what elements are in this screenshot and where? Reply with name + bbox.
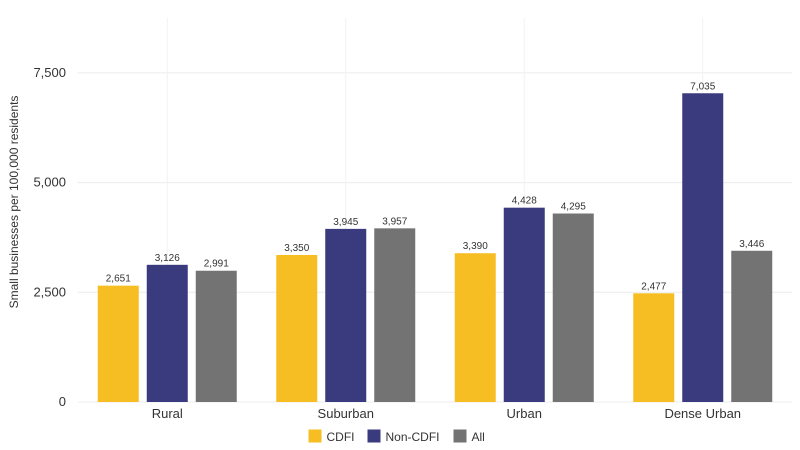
bar-cdfi-urban [454, 253, 496, 402]
bar-cdfi-rural [97, 285, 139, 402]
data-label: 3,957 [382, 216, 407, 227]
data-label: 3,390 [463, 241, 488, 252]
bar-cdfi-suburban [276, 254, 318, 402]
data-label: 3,350 [284, 243, 309, 254]
data-label: 2,991 [204, 259, 229, 270]
data-label: 4,428 [512, 196, 537, 207]
data-label: 2,477 [641, 281, 666, 292]
y-tick-label: 5,000 [33, 175, 66, 190]
legend-label: All [472, 430, 485, 444]
x-axis-ticks: Rural Suburban Urban Dense Urban [152, 406, 741, 421]
data-label: 3,446 [739, 239, 764, 250]
data-label: 7,035 [690, 81, 715, 92]
bar-non-cdfi-suburban [325, 228, 367, 402]
legend-swatch-all [453, 429, 467, 443]
bar-all-suburban [374, 228, 416, 402]
legend-swatch-non-cdfi [367, 429, 381, 443]
y-tick-label: 7,500 [33, 65, 66, 80]
y-tick-label: 0 [59, 394, 66, 409]
bar-non-cdfi-urban [503, 207, 545, 402]
data-label: 2,651 [106, 274, 131, 285]
legend-label: CDFI [327, 430, 355, 444]
bar-all-dense-urban [731, 250, 773, 402]
x-tick-label: Urban [507, 406, 542, 421]
y-axis-title: Small businesses per 100,000 residents [7, 96, 21, 309]
bar-all-rural [195, 270, 237, 402]
x-tick-label: Dense Urban [664, 406, 741, 421]
bar-non-cdfi-rural [146, 264, 188, 402]
y-axis-ticks: 0 2,500 5,000 7,500 [33, 65, 66, 409]
data-labels: 2,651 3,126 2,991 3,350 3,945 3,957 3,390 4,428… [106, 81, 765, 292]
bar-all-urban [552, 213, 594, 402]
x-tick-label: Suburban [318, 406, 374, 421]
legend-swatch-cdfi [308, 429, 322, 443]
data-label: 4,295 [561, 202, 586, 213]
data-label: 3,126 [155, 253, 180, 264]
x-tick-label: Rural [152, 406, 183, 421]
legend: CDFI Non-CDFI All [308, 429, 485, 444]
bars [97, 93, 773, 402]
y-tick-label: 2,500 [33, 284, 66, 299]
bar-non-cdfi-dense-urban [682, 93, 724, 402]
legend-label: Non-CDFI [386, 430, 440, 444]
data-label: 3,945 [333, 217, 358, 228]
bar-cdfi-dense-urban [633, 293, 675, 402]
